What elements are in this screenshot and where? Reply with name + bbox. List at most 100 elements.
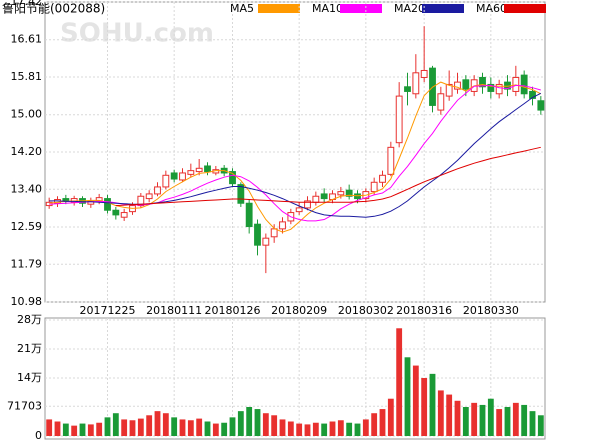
- candle-body: [479, 76, 486, 88]
- volume-bar: [379, 409, 386, 436]
- volume-bar: [237, 411, 244, 436]
- candle-body: [245, 202, 253, 228]
- legend: MA5 MA10 MA20 MA60: [230, 2, 546, 15]
- candle-body: [395, 95, 403, 144]
- candle-body: [529, 90, 536, 99]
- x-tick-label: 20180126: [205, 304, 261, 317]
- volume-bar: [404, 357, 411, 436]
- candle-body: [337, 191, 345, 196]
- watermark: SOHU.com: [60, 19, 214, 49]
- volume-bar: [279, 419, 286, 436]
- volume-bar: [262, 413, 269, 436]
- candle-body: [237, 184, 245, 204]
- volume-bar: [146, 415, 153, 436]
- volume-bar: [137, 418, 144, 436]
- volume-bar: [179, 419, 186, 436]
- volume-bar: [354, 423, 361, 436]
- volume-bar: [112, 413, 119, 436]
- volume-bar: [121, 419, 128, 436]
- x-tick-label: 20180111: [146, 304, 202, 317]
- candle-body: [170, 172, 178, 180]
- candle-body: [204, 165, 211, 173]
- candle-body: [454, 81, 461, 90]
- volume-bar: [87, 424, 94, 436]
- x-tick-label: 20180316: [396, 304, 452, 317]
- candle-body: [304, 200, 311, 209]
- candle-body: [537, 100, 545, 111]
- y-tick-label: 16.61: [11, 33, 43, 46]
- volume-bar: [196, 418, 203, 436]
- ma-line: [115, 146, 541, 207]
- candle-body: [154, 186, 161, 195]
- x-tick-label: 20180209: [271, 304, 327, 317]
- chart-title: 鲁阳节能(002088): [2, 2, 105, 16]
- candle-body: [412, 72, 420, 95]
- volume-bar: [96, 422, 103, 436]
- candle-body: [229, 171, 236, 185]
- volume-bar: [437, 390, 444, 436]
- volume-bar: [254, 409, 261, 436]
- volume-bar: [212, 423, 219, 436]
- x-tick-label: 20171225: [80, 304, 136, 317]
- volume-bar: [429, 373, 436, 436]
- y-tick-label: 11.79: [11, 257, 43, 270]
- y-tick-label: 15.00: [11, 108, 43, 121]
- volume-bar: [312, 422, 319, 436]
- volume-bar: [171, 417, 178, 436]
- ma-line: [49, 81, 542, 233]
- volume-bar: [287, 421, 294, 436]
- y-tick-label: 15.81: [11, 70, 43, 83]
- ma-line: [49, 84, 541, 222]
- x-tick-label: 20180302: [338, 304, 394, 317]
- candle-body: [104, 198, 111, 211]
- candle-body: [162, 174, 170, 188]
- volume-bar: [271, 415, 278, 436]
- candle-body: [187, 170, 195, 175]
- y-tick-label: 17.42: [11, 0, 43, 8]
- candle-body: [379, 174, 386, 183]
- legend-swatch: [422, 4, 464, 13]
- legend-label: MA5: [230, 2, 254, 15]
- volume-bar: [246, 407, 253, 436]
- volume-bar: [304, 424, 311, 436]
- volume-bar: [346, 422, 353, 436]
- volume-bar: [446, 394, 453, 436]
- candle-body: [437, 93, 445, 111]
- candle-body: [62, 198, 70, 202]
- volume-tick-label: 14万: [17, 371, 42, 384]
- volume-bar: [479, 404, 486, 436]
- volume-tick-label: 71703: [7, 399, 42, 412]
- x-tick-label: 20180330: [463, 304, 519, 317]
- candle-body: [345, 189, 353, 197]
- candle-body: [445, 83, 453, 97]
- volume-bar: [187, 420, 194, 436]
- volume-bar: [104, 417, 111, 436]
- volume-bar: [487, 398, 494, 436]
- volume-bar: [496, 409, 503, 436]
- legend-label: MA60: [476, 2, 507, 15]
- volume-tick-label: 28万: [17, 313, 42, 326]
- volume-bar: [362, 419, 369, 436]
- volume-bar: [537, 415, 544, 436]
- legend-swatch: [340, 4, 382, 13]
- candle-body: [420, 69, 428, 78]
- volume-bar: [504, 407, 511, 436]
- volume-bar: [204, 421, 211, 436]
- candle-body: [262, 237, 270, 246]
- candle-body: [179, 172, 186, 181]
- volume-bar: [79, 423, 86, 436]
- volume-bar: [471, 402, 478, 436]
- candle-body: [120, 212, 128, 218]
- ma-line: [49, 92, 542, 218]
- candle-body: [487, 83, 495, 92]
- candle-body: [520, 74, 528, 95]
- candle-body: [404, 86, 411, 92]
- volume-bar: [46, 419, 53, 436]
- volume-bar: [296, 423, 303, 436]
- volume-bar: [129, 420, 136, 436]
- volume-bar: [321, 423, 328, 436]
- legend-swatch: [258, 4, 300, 13]
- legend-label: MA10: [312, 2, 343, 15]
- volume-bar: [521, 404, 528, 436]
- volume-bar: [396, 328, 403, 436]
